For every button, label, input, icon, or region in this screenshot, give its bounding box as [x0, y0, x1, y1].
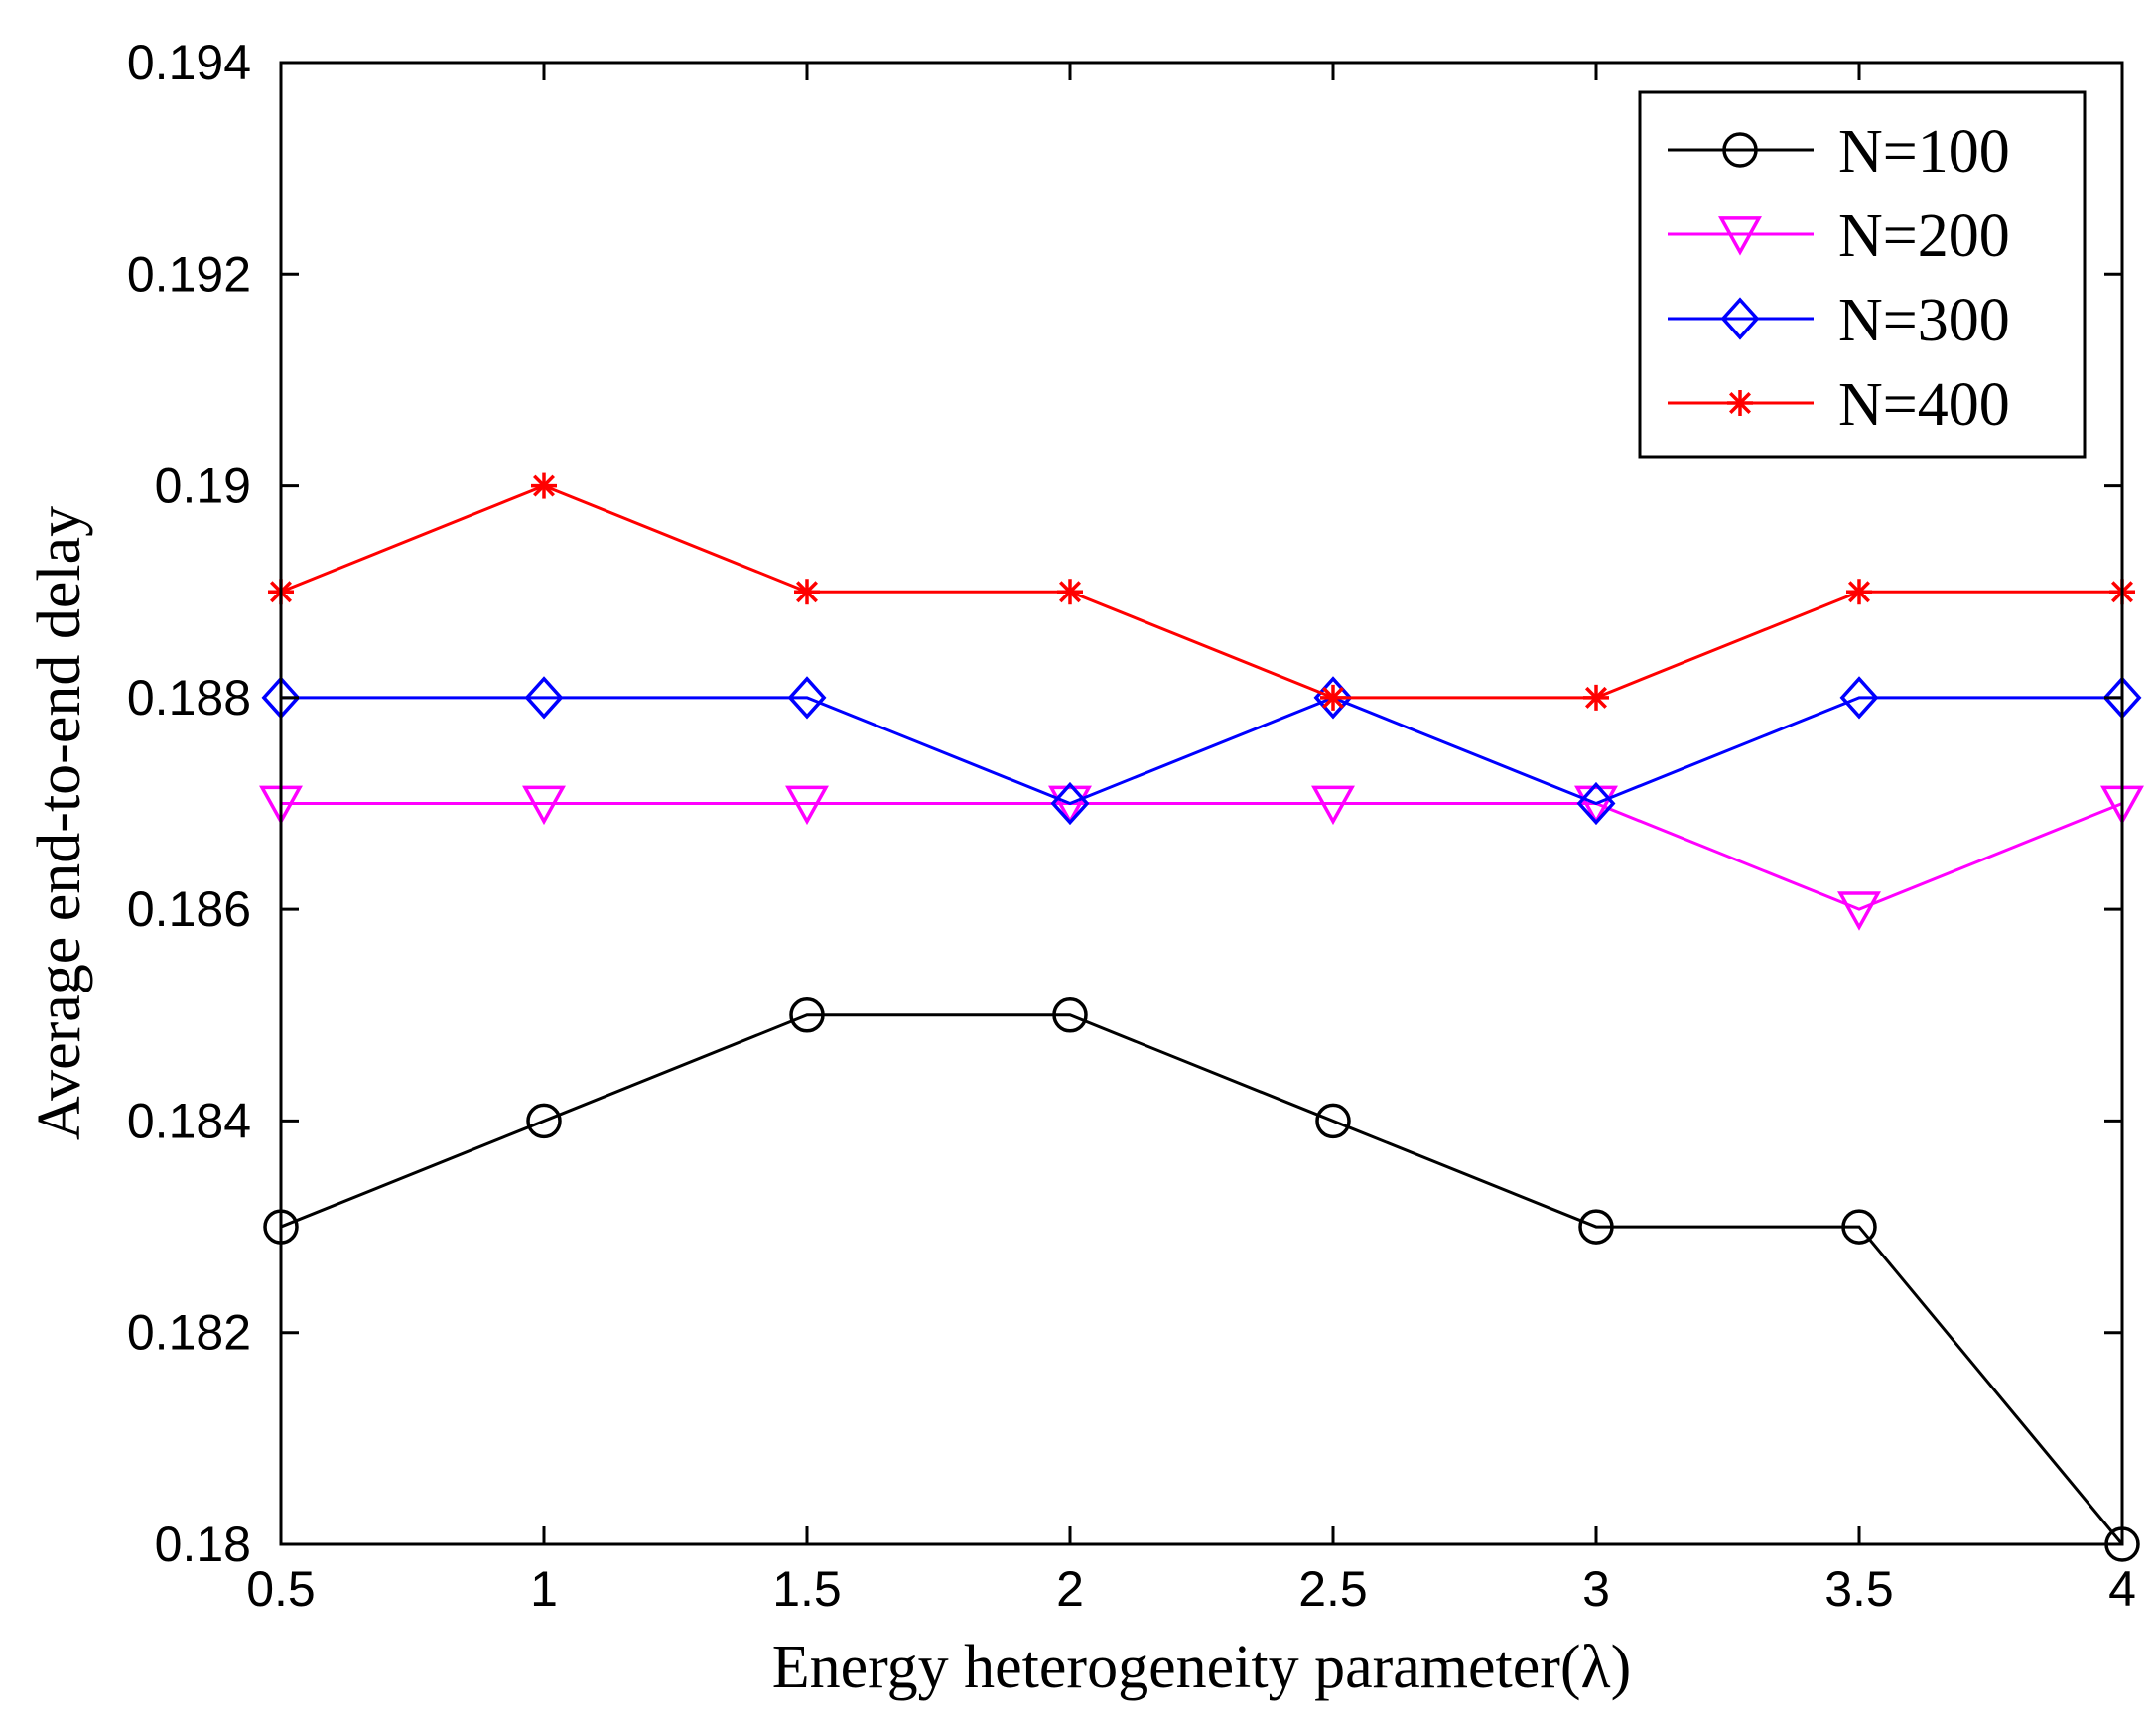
data-point	[1839, 676, 1879, 720]
data-point	[1583, 684, 1609, 711]
x-tick-label: 1.5	[772, 1561, 842, 1617]
data-point	[1057, 579, 1083, 605]
legend-label: N=200	[1838, 202, 2010, 270]
x-tick-label: 1	[530, 1561, 558, 1617]
y-tick-label: 0.182	[127, 1305, 251, 1361]
data-point	[1048, 785, 1092, 826]
legend-label: N=300	[1838, 287, 2010, 354]
y-tick-label: 0.19	[155, 459, 251, 514]
legend-label: N=100	[1838, 118, 2010, 186]
data-point	[1846, 579, 1872, 605]
y-tick-label: 0.186	[127, 881, 251, 937]
y-tick-label: 0.184	[127, 1093, 251, 1148]
x-tick-label: 2	[1056, 1561, 1084, 1617]
legend-label: N=400	[1838, 371, 2010, 439]
data-point	[1313, 676, 1353, 720]
legend-marker	[1720, 297, 1760, 340]
legend-marker	[1722, 132, 1758, 168]
x-tick-label: 2.5	[1298, 1561, 1368, 1617]
series-n-400	[268, 472, 2135, 711]
data-point	[1578, 1209, 1614, 1245]
legend-entry: N=100	[1668, 118, 2010, 186]
x-tick-label: 3	[1582, 1561, 1610, 1617]
data-point	[789, 997, 825, 1033]
series-line	[280, 483, 2122, 700]
data-point	[785, 785, 829, 826]
data-point	[794, 579, 820, 605]
legend-marker	[1727, 390, 1753, 416]
data-point	[1841, 1209, 1877, 1245]
series-n-300	[261, 676, 2142, 826]
series-line	[281, 696, 2122, 806]
data-point	[1320, 684, 1346, 711]
data-point	[531, 472, 557, 499]
data-point	[526, 1103, 562, 1139]
x-tick-label: 0.5	[246, 1561, 316, 1617]
data-point	[1837, 891, 1881, 931]
legend-entry: N=200	[1668, 202, 2010, 270]
legend-entry: N=400	[1668, 371, 2010, 439]
data-point	[787, 676, 827, 720]
legend-entry: N=300	[1668, 287, 2010, 354]
y-tick-label: 0.194	[127, 35, 251, 90]
data-point	[522, 785, 566, 826]
data-point	[1050, 781, 1090, 826]
plot-frame	[279, 61, 2124, 1546]
series-line	[281, 802, 2123, 911]
data-point	[1052, 997, 1088, 1033]
y-tick-label: 0.188	[127, 670, 251, 726]
y-tick-label: 0.18	[155, 1517, 251, 1572]
legend-box	[1638, 90, 2087, 459]
y-tick-label: 0.192	[127, 246, 251, 302]
data-point	[1315, 1103, 1351, 1139]
data-point	[1574, 785, 1618, 826]
data-point	[1311, 785, 1355, 826]
y-axis-label: Average end-to-end delay	[26, 506, 93, 1140]
data-point	[1576, 781, 1616, 826]
series-line	[280, 1013, 2124, 1545]
data-point	[524, 676, 564, 720]
x-axis-label: Energy heterogeneity parameter(λ)	[772, 1634, 1632, 1701]
legend-marker	[1718, 216, 1762, 256]
x-tick-label: 4	[2108, 1561, 2136, 1617]
x-tick-label: 3.5	[1824, 1561, 1894, 1617]
legend: N=100 N=200 N=300 N=400	[1638, 90, 2087, 459]
